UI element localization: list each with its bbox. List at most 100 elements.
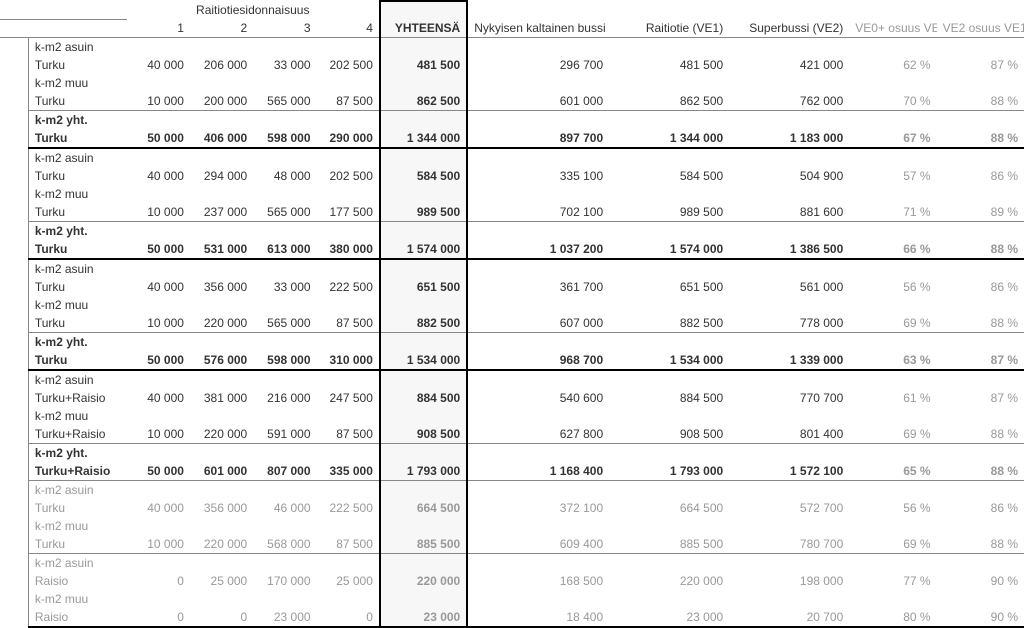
section-label: Varissuo - Länsikeskus [0, 259, 28, 370]
cell-pct: 63 % [849, 351, 936, 370]
cell: 601 000 [467, 92, 609, 111]
cell: 206 000 [190, 56, 253, 74]
row-city: Turku [28, 535, 126, 554]
section-label: Varissuo - Runosmäki [0, 148, 28, 259]
section-label: Varissuo - Matkakeskus [0, 38, 28, 149]
row-type: k-m2 muu [28, 590, 126, 608]
cell: 968 700 [467, 351, 609, 370]
cell-pct: 88 % [937, 92, 1024, 111]
cell: 10 000 [127, 314, 190, 333]
cell: 504 900 [729, 167, 849, 185]
row-city: Turku [28, 314, 126, 333]
cell: 770 700 [729, 389, 849, 407]
cell-total: 882 500 [380, 314, 467, 333]
cell: 380 000 [317, 240, 380, 259]
cell: 33 000 [253, 56, 316, 74]
cell-pct: 62 % [849, 56, 936, 74]
cell: 1 793 000 [609, 462, 729, 481]
cell-pct: 87 % [937, 389, 1024, 407]
cell: 565 000 [253, 203, 316, 222]
row-city: Turku [28, 278, 126, 296]
cell: 87 500 [317, 425, 380, 444]
cell-pct: 86 % [937, 499, 1024, 517]
cell-pct: 86 % [937, 278, 1024, 296]
cell: 1 183 000 [729, 129, 849, 148]
cell-pct: 61 % [849, 389, 936, 407]
cell: 198 000 [729, 572, 849, 590]
row-city: Turku [28, 92, 126, 111]
cell-pct: 65 % [849, 462, 936, 481]
row-type: k-m2 muu [28, 74, 126, 92]
row-city: Turku [28, 56, 126, 74]
cell: 33 000 [253, 278, 316, 296]
row-type: k-m2 muu [28, 407, 126, 425]
cell: 598 000 [253, 129, 316, 148]
cell-total: 584 500 [380, 167, 467, 185]
cell: 50 000 [127, 351, 190, 370]
cell-total: 885 500 [380, 535, 467, 554]
cell-total: 989 500 [380, 203, 467, 222]
cell: 807 000 [253, 462, 316, 481]
cell: 170 000 [253, 572, 316, 590]
cell: 372 100 [467, 499, 609, 517]
cell-pct: 88 % [937, 314, 1024, 333]
cell-total: 220 000 [380, 572, 467, 590]
cell: 0 [190, 608, 253, 627]
cell: 294 000 [190, 167, 253, 185]
cell-total: 1 534 000 [380, 351, 467, 370]
cell: 87 500 [317, 92, 380, 111]
row-city: Raisio [28, 572, 126, 590]
row-city: Turku+Raisio [28, 462, 126, 481]
cell: 23 000 [609, 608, 729, 627]
cell-pct: 87 % [937, 56, 1024, 74]
cell-pct: 71 % [849, 203, 936, 222]
row-type: k-m2 asuin [28, 148, 126, 167]
cell: 989 500 [609, 203, 729, 222]
cell: 1 037 200 [467, 240, 609, 259]
cell: 177 500 [317, 203, 380, 222]
cell: 651 500 [609, 278, 729, 296]
cell-pct: 70 % [849, 92, 936, 111]
cell: 0 [317, 608, 380, 627]
cell: 780 700 [729, 535, 849, 554]
cell: 1 344 000 [609, 129, 729, 148]
cell: 607 000 [467, 314, 609, 333]
row-type: k-m2 yht. [28, 333, 126, 352]
section-label: Varissuo - Raisio [0, 370, 28, 627]
cell: 908 500 [609, 425, 729, 444]
cell: 202 500 [317, 167, 380, 185]
header-pct0: VE0+ osuus VE1:stä [849, 1, 936, 38]
row-city: Turku [28, 129, 126, 148]
cell: 897 700 [467, 129, 609, 148]
cell: 1 168 400 [467, 462, 609, 481]
row-city: Turku+Raisio [28, 389, 126, 407]
row-city: Raisio [28, 608, 126, 627]
cell: 885 500 [609, 535, 729, 554]
cell: 220 000 [609, 572, 729, 590]
cell: 40 000 [127, 167, 190, 185]
cell: 222 500 [317, 499, 380, 517]
cell: 290 000 [317, 129, 380, 148]
cell: 598 000 [253, 351, 316, 370]
cell: 237 000 [190, 203, 253, 222]
cell-pct: 66 % [849, 240, 936, 259]
cell: 421 000 [729, 56, 849, 74]
cell: 10 000 [127, 203, 190, 222]
cell-pct: 90 % [937, 572, 1024, 590]
cell: 1 386 500 [729, 240, 849, 259]
cell: 576 000 [190, 351, 253, 370]
cell: 87 500 [317, 535, 380, 554]
row-city: Turku [28, 351, 126, 370]
cell: 762 000 [729, 92, 849, 111]
header-raitio-group: Raitiotiesidonnaisuus [127, 1, 380, 19]
cell: 335 100 [467, 167, 609, 185]
cell: 202 500 [317, 56, 380, 74]
row-type: k-m2 asuin [28, 554, 126, 573]
cell: 216 000 [253, 389, 316, 407]
cell: 361 700 [467, 278, 609, 296]
cell-pct: 88 % [937, 129, 1024, 148]
cell: 23 000 [253, 608, 316, 627]
header-ve2: Superbussi (VE2) [729, 1, 849, 38]
cell-pct: 57 % [849, 167, 936, 185]
cell: 627 800 [467, 425, 609, 444]
